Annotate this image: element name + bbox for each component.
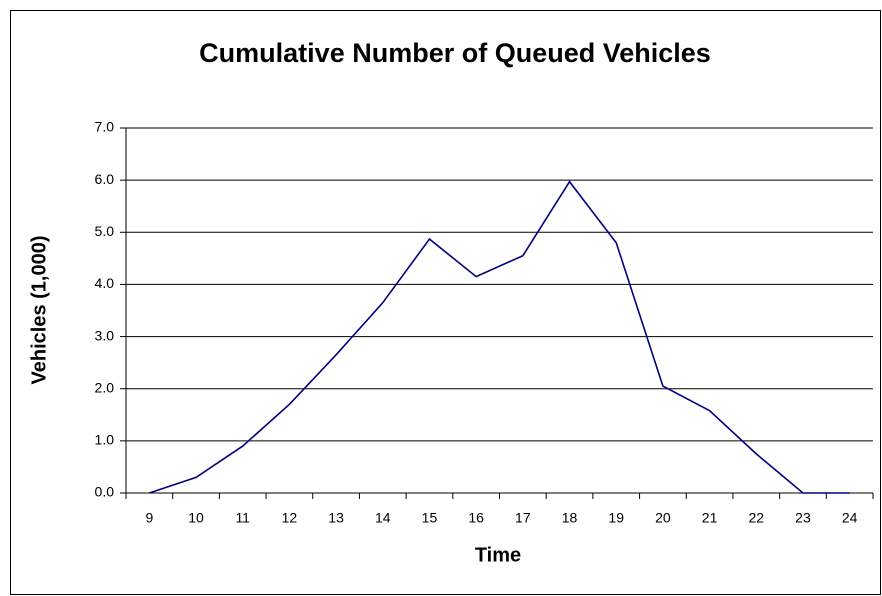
x-tick-label: 17 [515, 510, 531, 526]
x-tick-label: 24 [842, 510, 858, 526]
x-tick-label: 21 [702, 510, 718, 526]
y-axis-label: Vehicles (1,000) [28, 236, 50, 385]
y-tick-label: 0.0 [95, 484, 115, 500]
x-tick-label: 14 [375, 510, 391, 526]
x-tick-label: 18 [562, 510, 578, 526]
chart-title: Cumulative Number of Queued Vehicles [199, 38, 711, 68]
y-tick-label: 3.0 [95, 327, 115, 343]
x-tick-label: 22 [748, 510, 764, 526]
y-tick-label: 6.0 [95, 171, 115, 187]
y-tick-label: 2.0 [95, 379, 115, 395]
x-tick-label: 19 [608, 510, 624, 526]
x-tick-label: 9 [145, 510, 153, 526]
x-tick-label: 15 [422, 510, 438, 526]
x-tick-label: 11 [235, 510, 250, 526]
x-tick-label: 12 [282, 510, 298, 526]
x-tick-label: 23 [795, 510, 811, 526]
chart-border [10, 10, 881, 595]
x-tick-label: 16 [468, 510, 484, 526]
y-tick-label: 5.0 [95, 223, 115, 239]
x-tick-label: 13 [328, 510, 344, 526]
data-line [149, 180, 850, 494]
x-tick-label: 10 [188, 510, 204, 526]
y-tick-label: 7.0 [95, 119, 115, 135]
x-axis-label: Time [475, 544, 521, 566]
x-tick-label: 20 [655, 510, 671, 526]
y-tick-label: 4.0 [95, 275, 115, 291]
y-tick-label: 1.0 [95, 432, 115, 448]
